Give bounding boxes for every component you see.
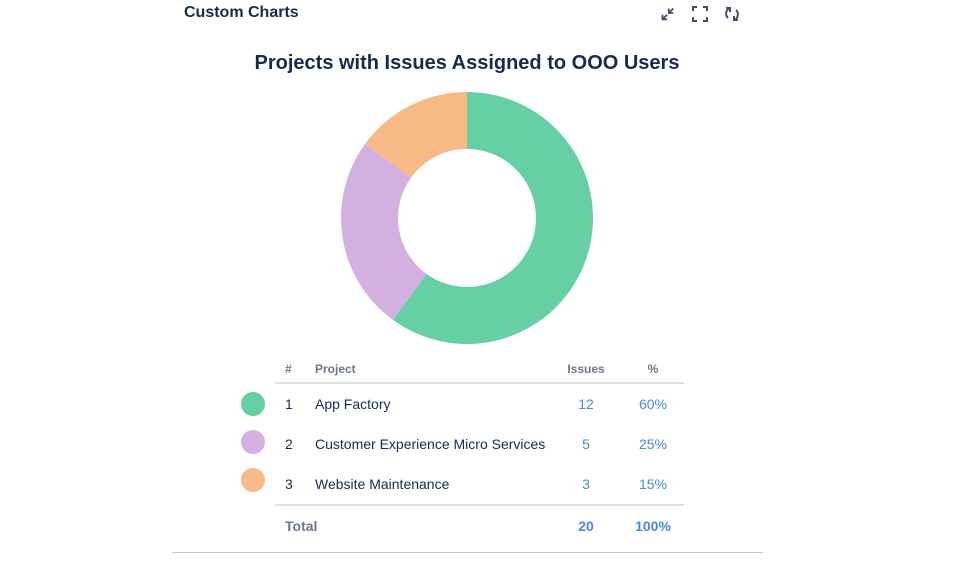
table-row: 2 Customer Experience Micro Services 5 2… <box>275 424 684 464</box>
row-issues[interactable]: 5 <box>582 436 590 452</box>
donut-slice-3[interactable] <box>365 92 467 178</box>
divider <box>172 552 763 553</box>
legend-dot <box>241 468 265 492</box>
row-project: Customer Experience Micro Services <box>315 436 546 452</box>
col-issues: Issues <box>550 356 622 384</box>
donut-slice-1[interactable] <box>392 92 593 344</box>
legend-table: # Project Issues % 1 App Factory 12 60% 2… <box>275 356 684 546</box>
total-row: Total 20 100% <box>275 505 684 546</box>
row-num: 2 <box>285 436 293 452</box>
table-row: 1 App Factory 12 60% <box>275 383 684 424</box>
panel-title: Custom Charts <box>184 4 299 21</box>
chart-title: Projects with Issues Assigned to OOO Use… <box>254 52 680 74</box>
total-pct: 100% <box>635 518 671 534</box>
row-project: App Factory <box>315 396 391 412</box>
refresh-icon[interactable] <box>722 4 742 24</box>
legend-dot <box>241 430 265 454</box>
total-issues: 20 <box>578 518 594 534</box>
donut-slice-2[interactable] <box>341 143 427 320</box>
row-num: 3 <box>275 464 314 506</box>
row-issues[interactable]: 12 <box>578 396 594 412</box>
minimize-icon[interactable] <box>658 4 678 24</box>
row-project: Website Maintenance <box>314 464 550 506</box>
total-label: Total <box>285 518 318 534</box>
row-issues[interactable]: 3 <box>550 464 622 506</box>
legend-dot <box>241 392 265 416</box>
row-num: 1 <box>285 396 293 412</box>
row-pct: 60% <box>638 396 668 412</box>
col-pct: % <box>622 356 684 384</box>
donut-chart <box>341 92 593 344</box>
row-pct: 15% <box>622 464 684 506</box>
fullscreen-icon[interactable] <box>690 4 710 24</box>
col-num: # <box>275 356 314 384</box>
col-project: Project <box>314 356 550 384</box>
table-row: 3 Website Maintenance 3 15% <box>275 464 684 506</box>
row-pct: 25% <box>638 436 668 452</box>
